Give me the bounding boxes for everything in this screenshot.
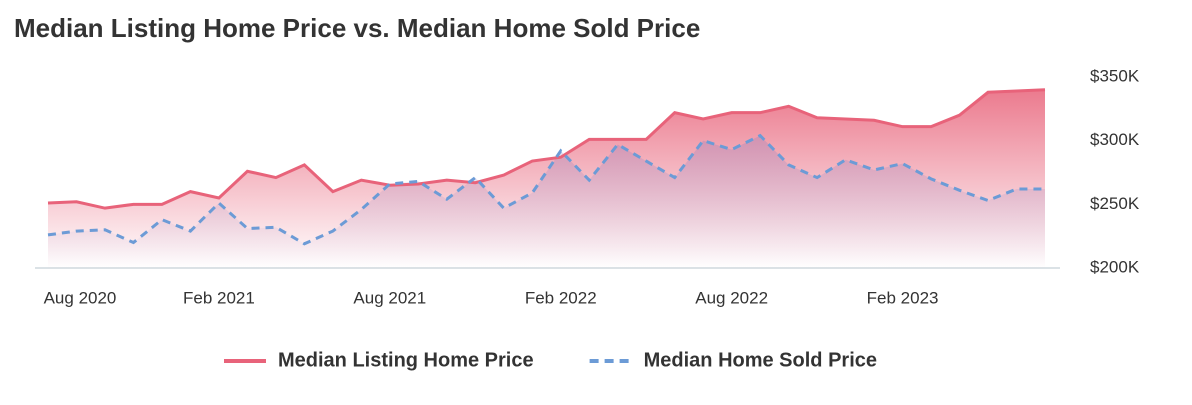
x-tick-label: Aug 2020 xyxy=(44,288,117,307)
line xyxy=(47,88,1046,210)
x-tick-label: Aug 2021 xyxy=(353,288,426,307)
y-tick-label: $300K xyxy=(1090,130,1140,149)
legend-label: Median Listing Home Price xyxy=(278,349,534,371)
y-tick-label: $200K xyxy=(1090,257,1140,276)
chart-title: Median Listing Home Price vs. Median Hom… xyxy=(14,13,700,43)
legend-label: Median Home Sold Price xyxy=(644,349,877,371)
y-tick-label: $350K xyxy=(1090,66,1140,85)
line xyxy=(47,133,1045,246)
x-tick-label: Feb 2023 xyxy=(867,288,939,307)
x-tick-label: Feb 2021 xyxy=(183,288,255,307)
x-tick-label: Feb 2022 xyxy=(525,288,597,307)
area xyxy=(48,135,1045,268)
y-tick-label: $250K xyxy=(1090,194,1140,213)
x-tick-label: Aug 2022 xyxy=(695,288,768,307)
